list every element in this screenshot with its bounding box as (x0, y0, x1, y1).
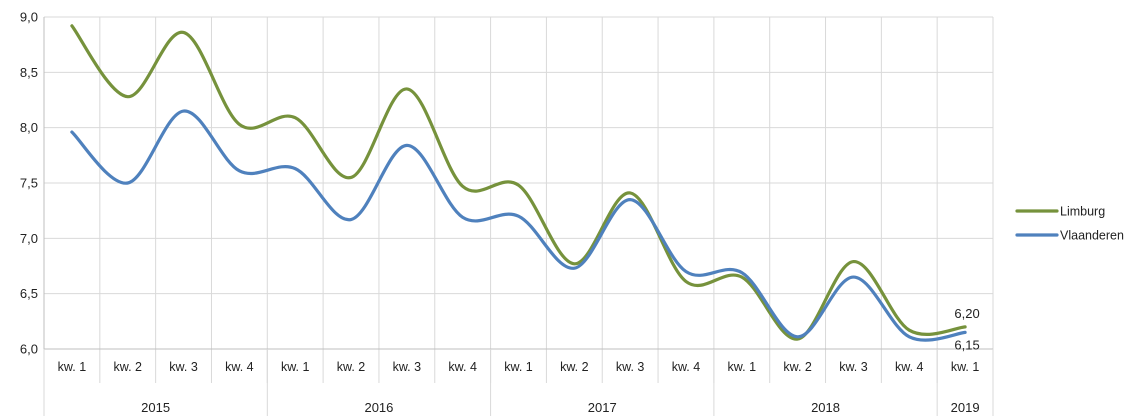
y-tick-label: 6,0 (20, 342, 38, 357)
x-tick-label: kw. 2 (560, 360, 589, 374)
legend: Limburg Vlaanderen (1015, 205, 1124, 243)
series-lines (70, 24, 967, 342)
x-axis-years: 2015 2016 2017 2018 2019 (43, 349, 994, 416)
x-tick-label: kw. 4 (672, 360, 701, 374)
y-tick-label: 8,5 (20, 65, 38, 80)
year-label: 2015 (141, 400, 170, 415)
legend-label-vlaanderen: Vlaanderen (1060, 229, 1124, 243)
x-tick-label: kw. 1 (504, 360, 533, 374)
axes (43, 17, 993, 350)
x-tick-label: kw. 4 (448, 360, 477, 374)
x-tick-label: kw. 2 (337, 360, 366, 374)
year-label: 2016 (364, 400, 393, 415)
x-tick-label: kw. 2 (113, 360, 142, 374)
x-tick-label: kw. 3 (839, 360, 868, 374)
x-tick-label: kw. 4 (225, 360, 254, 374)
y-tick-label: 9,0 (20, 10, 38, 25)
data-label: 6,15 (954, 337, 979, 352)
x-tick-label: kw. 3 (616, 360, 645, 374)
data-labels: 6,20 6,15 (954, 306, 979, 353)
legend-label-limburg: Limburg (1060, 205, 1105, 219)
series-line-limburg (70, 24, 967, 341)
data-label: 6,20 (954, 306, 979, 321)
x-tick-label: kw. 2 (783, 360, 812, 374)
year-label: 2018 (811, 400, 840, 415)
x-tick-label: kw. 1 (951, 360, 980, 374)
series-line-vlaanderen (70, 109, 967, 342)
x-tick-label: kw. 3 (169, 360, 198, 374)
y-tick-label: 7,0 (20, 231, 38, 246)
x-tick-label: kw. 3 (393, 360, 422, 374)
year-label: 2017 (588, 400, 617, 415)
y-tick-label: 7,5 (20, 176, 38, 191)
year-label: 2019 (951, 400, 980, 415)
grid-lines (43, 16, 994, 383)
x-axis-categories: kw. 1 kw. 2 kw. 3 kw. 4 kw. 1 kw. 2 kw. 3 kw. 4… (58, 360, 980, 374)
y-tick-label: 6,5 (20, 286, 38, 301)
y-tick-label: 8,0 (20, 120, 38, 135)
x-tick-label: kw. 4 (895, 360, 924, 374)
x-tick-label: kw. 1 (281, 360, 310, 374)
y-axis-ticks: 6,0 6,5 7,0 7,5 8,0 8,5 9,0 (20, 10, 38, 357)
x-tick-label: kw. 1 (58, 360, 87, 374)
x-tick-label: kw. 1 (728, 360, 757, 374)
